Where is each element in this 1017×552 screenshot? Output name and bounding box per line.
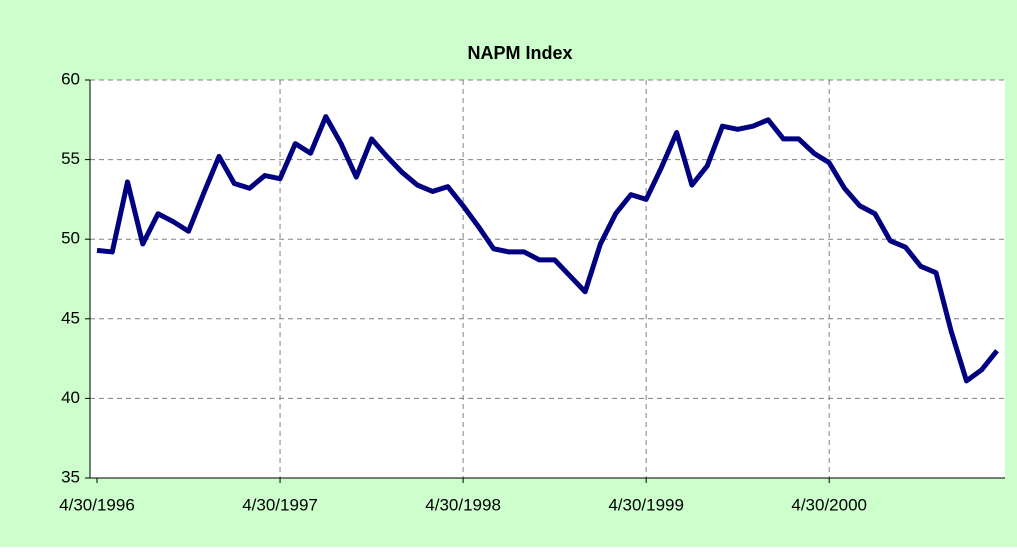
y-tick-label: 60 — [61, 69, 80, 88]
x-tick-label: 4/30/2000 — [791, 495, 867, 514]
plot-area — [90, 80, 1005, 478]
x-tick-label: 4/30/1996 — [59, 495, 135, 514]
chart-title: NAPM Index — [467, 43, 572, 63]
y-tick-label: 35 — [61, 467, 80, 486]
x-tick-label: 4/30/1999 — [608, 495, 684, 514]
x-tick-label: 4/30/1997 — [242, 495, 318, 514]
x-tick-label: 4/30/1998 — [425, 495, 501, 514]
y-tick-label: 40 — [61, 388, 80, 407]
y-tick-label: 45 — [61, 308, 80, 327]
data-line — [96, 114, 999, 384]
y-tick-label: 55 — [61, 149, 80, 168]
y-tick-label: 50 — [61, 229, 80, 248]
